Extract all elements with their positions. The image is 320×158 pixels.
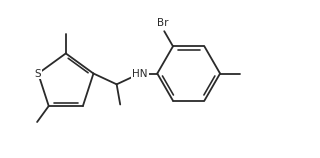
- Text: Br: Br: [157, 18, 169, 28]
- Text: S: S: [35, 69, 42, 79]
- Text: HN: HN: [132, 69, 148, 79]
